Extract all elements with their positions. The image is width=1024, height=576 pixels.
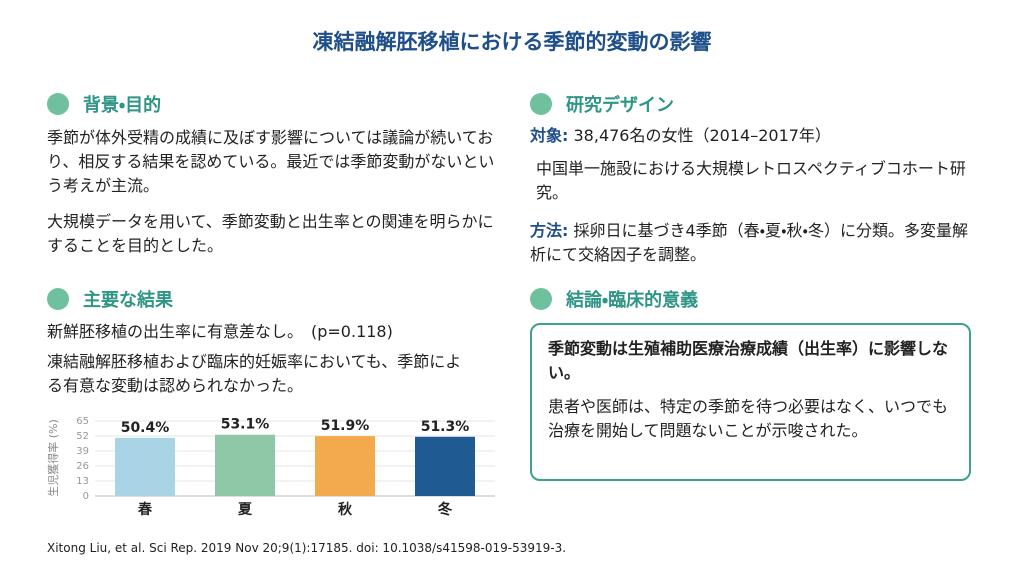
- bullet-dot: [47, 93, 69, 115]
- y-tick-label: 0: [83, 491, 89, 502]
- bullet-dot: [47, 288, 69, 310]
- paragraph: 大規模データを用いて、季節変動と出生率との関連を明らかにすることを目的とした。: [47, 212, 494, 255]
- x-tick-label: 秋: [338, 501, 353, 518]
- value-label: 53.1%: [221, 417, 270, 433]
- value-label: 51.3%: [421, 419, 470, 435]
- heading-text: 背景・目的: [83, 95, 162, 116]
- text: 38,476名の女性（2014–2017年）: [573, 126, 831, 145]
- y-tick-label: 26: [76, 461, 89, 472]
- value-label: 51.9%: [321, 418, 370, 434]
- paragraph: 中国単一施設における大規模レトロスペクティブコホート研究。: [536, 159, 966, 202]
- x-tick-label: 夏: [238, 501, 253, 518]
- bar: [315, 436, 375, 496]
- y-tick-label: 39: [76, 446, 89, 457]
- heading-text: 主要な結果: [83, 290, 173, 311]
- paragraph: 方法: 採卵日に基づき4季節（春・夏・秋・冬）に分類。多変量解析にて交絡因子を調…: [530, 219, 970, 267]
- x-tick-label: 冬: [437, 501, 453, 518]
- label: 方法:: [530, 221, 569, 240]
- label: 対象:: [530, 126, 569, 145]
- conclusion-lead: 季節変動は生殖補助医療治療成績（出生率）に影響しない。: [548, 339, 949, 382]
- section-heading: 研究デザイン: [530, 91, 674, 117]
- y-tick-label: 52: [76, 431, 89, 442]
- title: 凍結融解胚移植における季節的変動の影響: [312, 30, 712, 54]
- paragraph: 新鮮胚移植の出生率に有意差なし。 (p=0.118): [47, 322, 393, 341]
- x-tick-label: 春: [137, 501, 153, 518]
- citation: Xitong Liu, et al. Sci Rep. 2019 Nov 20;…: [47, 541, 567, 555]
- y-tick-label: 65: [76, 416, 89, 427]
- y-tick-label: 13: [76, 476, 89, 487]
- paragraph: 対象: 38,476名の女性（2014–2017年）: [530, 124, 980, 148]
- bar: [415, 436, 475, 496]
- bullet-dot: [530, 288, 552, 310]
- section-heading: 結論・臨床的意義: [530, 286, 698, 312]
- paragraph: 凍結融解胚移植および臨床的妊娠率においても、季節による有意な変動は認められなかっ…: [47, 352, 462, 395]
- paragraph: 季節が体外受精の成績に及ぼす影響については議論が続いており、相反する結果を認めて…: [47, 128, 495, 195]
- heading-text: 研究デザイン: [566, 95, 674, 116]
- conclusion-text: 患者や医師は、特定の季節を待つ必要はなく、いつでも治療を開始して問題ないことが示…: [548, 397, 949, 440]
- chart: 生児獲得率 (%) 0 13 26 39 52 65 春 50.4% 夏 53.1% 秋 51.9% 冬…: [46, 416, 495, 518]
- bar: [215, 434, 275, 496]
- value-label: 50.4%: [121, 420, 170, 436]
- y-axis-label: 生児獲得率 (%): [46, 419, 60, 497]
- conclusion-box: 季節変動は生殖補助医療治療成績（出生率）に影響しない。 患者や医師は、特定の季節…: [530, 323, 971, 481]
- section-heading: 背景・目的: [47, 91, 161, 117]
- heading-text: 結論・臨床的意義: [566, 290, 699, 311]
- bullet-dot: [530, 93, 552, 115]
- section-heading: 主要な結果: [47, 286, 173, 312]
- text: 採卵日に基づき4季節（春・夏・秋・冬）に分類。多変量解析にて交絡因子を調整。: [530, 221, 969, 264]
- bar: [115, 437, 175, 496]
